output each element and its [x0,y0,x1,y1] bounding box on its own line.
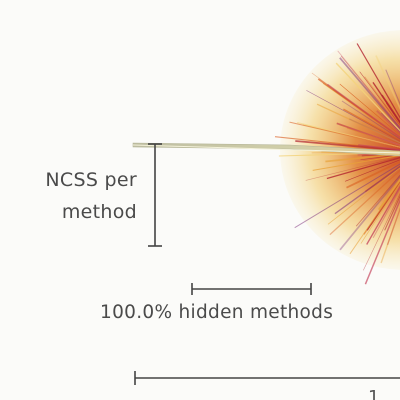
fan-strand [386,207,400,246]
stem-bar [132,142,400,157]
fan-strand [306,90,400,142]
fan-strand [327,167,400,225]
fan-strand [334,165,400,215]
fan-strand [385,69,400,106]
hidden-methods-scale-bar [191,283,312,295]
bottom-scale-bar [134,371,400,385]
fan-strand [316,103,400,144]
method-fan [274,30,400,285]
fan-strand [312,154,400,171]
fan-strand [335,62,400,132]
fan-strand [344,159,400,182]
fan-strand [384,194,400,231]
fan-strand [340,55,400,129]
fan-strand [341,100,400,140]
fan-strand [337,50,400,129]
stem-highlight [132,144,400,154]
fan-strand [378,178,400,211]
method-stem [132,142,400,157]
fan-strand [360,182,400,244]
bottom-scale-label: 1 [368,387,380,400]
fan-strand [326,157,400,180]
fan-strand [372,187,400,239]
fan-strand [380,112,400,133]
fan-strand [329,169,400,236]
fan-strand [289,121,400,148]
fan-strand [294,163,400,229]
fan-strand [325,153,400,163]
fan-strands [274,43,400,285]
fan-strand [305,156,400,181]
ncss-scale-bar [148,143,162,247]
fan-strand [355,174,400,227]
fan-strand [339,175,400,251]
ncss-per-label: NCSS per [45,169,137,191]
fan-strand [339,57,400,130]
fan-strand [366,185,400,245]
fan-strand [360,154,400,161]
fan-strand [356,43,400,119]
fan-strand [372,82,400,124]
fan-strand [364,198,400,285]
fan-strand [326,83,400,139]
fan-strand [376,110,400,135]
fan-strand [364,76,400,126]
fan-strand [370,181,400,226]
fan-strand [336,122,400,146]
fan-strand [349,180,400,255]
fan-strand [359,71,400,126]
fan-strand [363,193,400,271]
fan-strand [339,83,400,136]
hidden-methods-label: 100.0% hidden methods [100,302,334,323]
fan-strand [343,108,400,142]
fan-strand [380,206,400,264]
fan-strand [358,144,400,151]
fan-strand [346,160,400,189]
method-label: method [61,201,137,223]
fan-strand [375,55,400,111]
